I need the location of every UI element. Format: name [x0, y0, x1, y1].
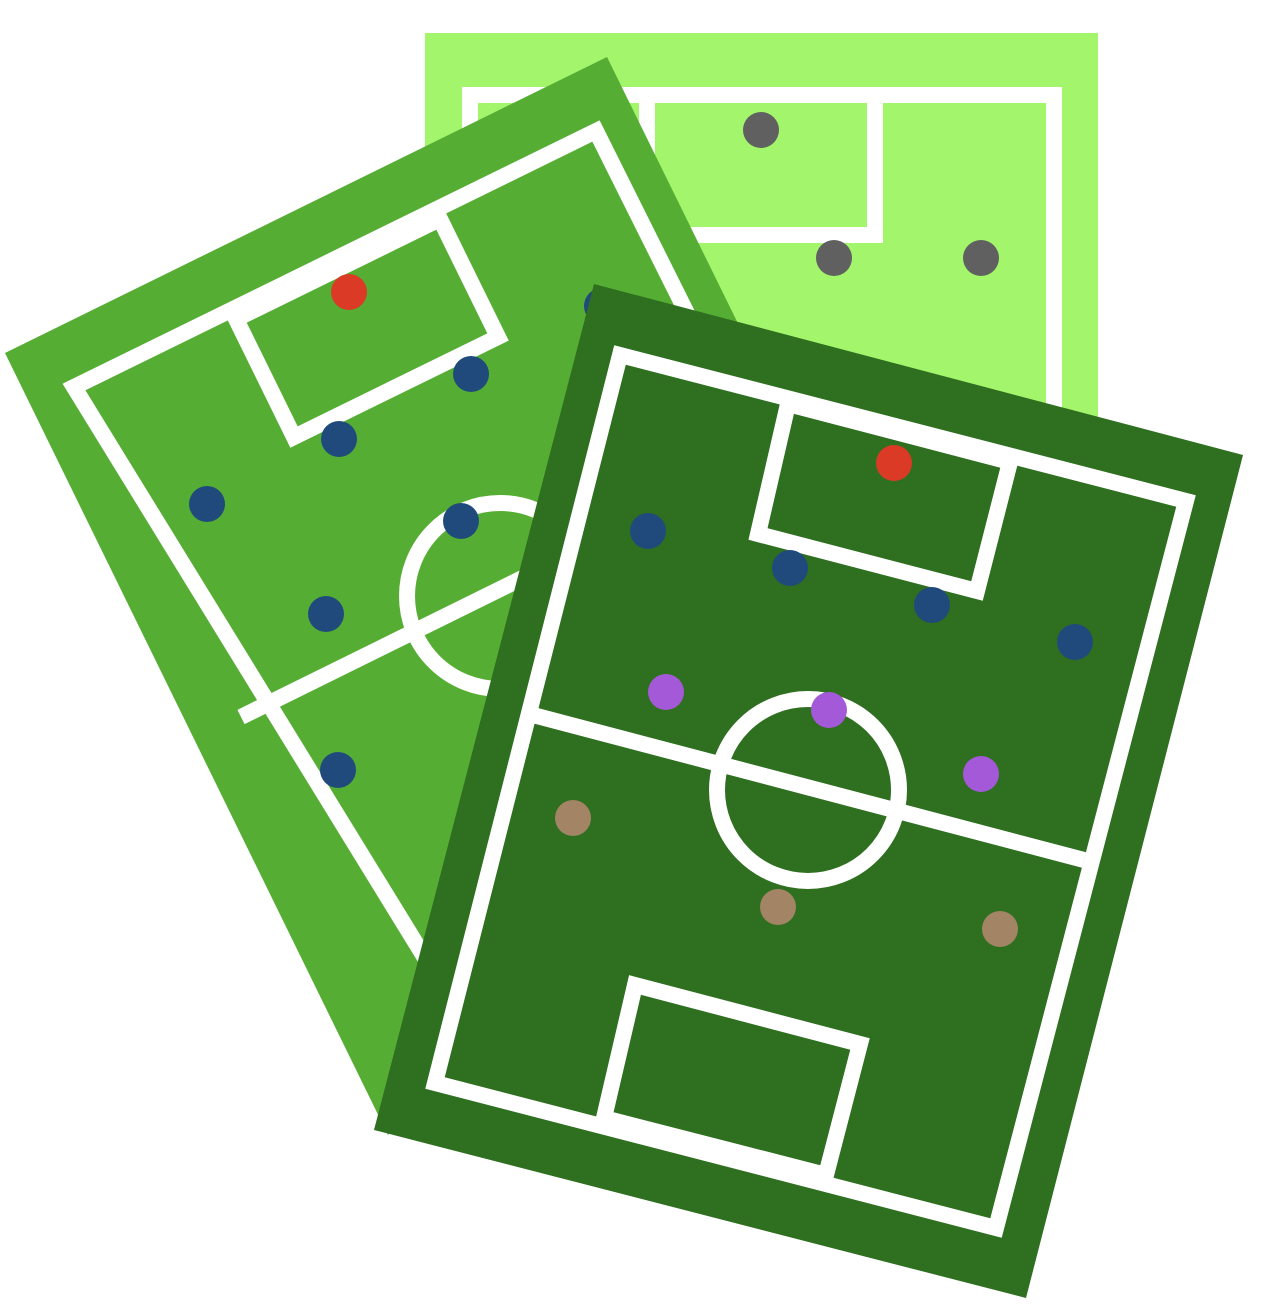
front-board-bottom-penalty-box — [594, 975, 870, 1185]
front-player-dot — [982, 911, 1018, 947]
front-tactics-board — [374, 284, 1243, 1298]
front-player-dot — [876, 445, 912, 481]
middle-player-dot — [189, 486, 225, 522]
front-board-center-circle — [709, 691, 907, 889]
front-player-dot — [963, 756, 999, 792]
front-player-dot — [760, 889, 796, 925]
middle-board-penalty-box — [225, 208, 509, 448]
middle-player-dot — [331, 274, 367, 310]
front-board-halfway-line — [530, 707, 1087, 868]
front-player-dot — [555, 800, 591, 836]
front-player-dot — [772, 550, 808, 586]
middle-player-dot — [443, 503, 479, 539]
front-board-top-penalty-box — [748, 394, 1020, 601]
front-player-dot — [648, 674, 684, 710]
front-player-dot — [914, 587, 950, 623]
back-player-dot — [816, 240, 852, 276]
back-player-dot — [963, 240, 999, 276]
middle-player-dot — [321, 421, 357, 457]
middle-player-dot — [308, 596, 344, 632]
front-player-dot — [1057, 624, 1093, 660]
front-player-dot — [811, 692, 847, 728]
back-player-dot — [743, 112, 779, 148]
front-player-dot — [630, 513, 666, 549]
middle-player-dot — [320, 752, 356, 788]
middle-player-dot — [453, 356, 489, 392]
